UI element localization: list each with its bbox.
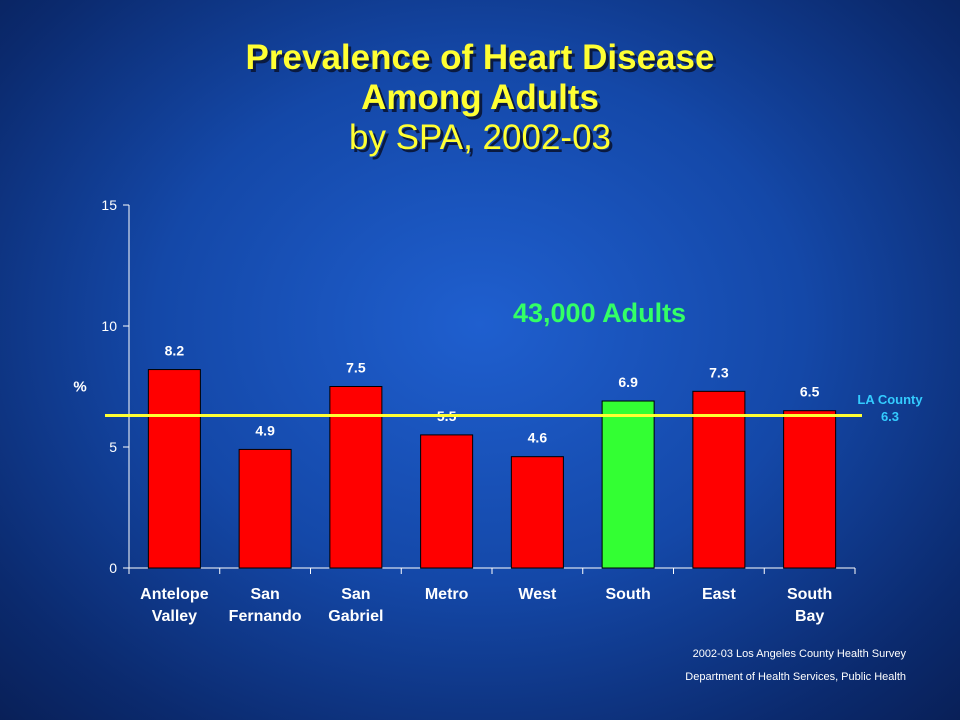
x-tick-label: Fernando <box>229 608 302 625</box>
y-tick-label: 10 <box>101 318 117 334</box>
chart-title: Prevalence of Heart Disease Among Adults… <box>0 38 960 158</box>
la-county-label: LA County 6.3 <box>840 391 940 425</box>
y-axis-label: % <box>73 379 86 396</box>
bar-value-label: 4.6 <box>528 430 548 446</box>
bar <box>692 390 746 569</box>
y-tick-label: 0 <box>109 560 117 576</box>
bar-value-label: 4.9 <box>255 422 275 438</box>
title-line-3: by SPA, 2002-03 <box>348 118 612 157</box>
x-tick-label: West <box>518 586 557 603</box>
bar <box>510 456 564 569</box>
y-tick-label: 5 <box>109 439 117 455</box>
bar <box>601 400 655 569</box>
bar-value-label: 7.5 <box>346 360 366 376</box>
x-tick-label: Metro <box>425 586 469 603</box>
bar <box>420 434 474 569</box>
x-tick-label: South <box>605 586 650 603</box>
bar <box>329 386 383 569</box>
bar-value-label: 6.5 <box>800 384 820 400</box>
x-tick-label: San <box>250 586 279 603</box>
title-line-2: Among Adults <box>361 78 599 117</box>
bar-value-label: 6.9 <box>618 374 638 390</box>
bar-value-label: 8.2 <box>165 343 185 359</box>
footer-dept: Department of Health Services, Public He… <box>685 671 906 683</box>
x-tick-label: San <box>341 586 370 603</box>
bar <box>238 448 292 569</box>
y-tick-label: 15 <box>101 197 117 213</box>
bar <box>783 410 837 569</box>
adults-annotation: 43,000 Adults <box>513 298 687 328</box>
x-tick-label: Bay <box>795 608 824 625</box>
title-line-1: Prevalence of Heart Disease <box>245 38 715 77</box>
footer-source: 2002-03 Los Angeles County Health Survey <box>692 648 906 660</box>
x-tick-label: South <box>787 586 832 603</box>
x-tick-label: Valley <box>152 608 197 625</box>
bar-value-label: 7.3 <box>709 364 729 380</box>
x-tick-label: Gabriel <box>328 608 383 625</box>
x-tick-label: Antelope <box>140 586 209 603</box>
la-county-name: LA County <box>857 392 923 407</box>
la-county-value: 6.3 <box>880 409 900 424</box>
x-tick-label: East <box>702 586 736 603</box>
bar <box>147 369 201 569</box>
